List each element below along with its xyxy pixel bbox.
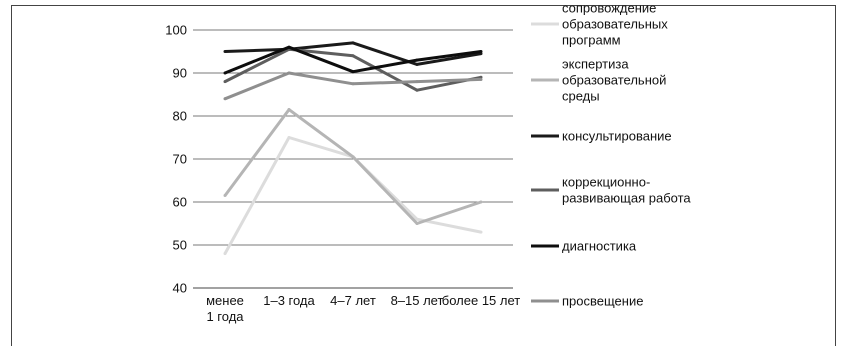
data-point [351,82,355,86]
data-point [415,217,419,221]
data-point [415,58,419,62]
data-point [479,77,483,81]
data-point [351,41,355,45]
data-point [223,71,227,75]
legend-label: развивающая работа [562,191,691,206]
legend-label: среды [562,89,600,104]
y-axis: 40 50 60 70 80 90 100 [165,23,187,296]
gridlines [193,29,513,289]
legend-label: программ [562,33,621,48]
x-tick-label: 4–7 лет [330,293,376,308]
legend-label: коррекционно- [562,175,650,190]
data-point [479,230,483,234]
y-tick-label: 70 [173,152,187,167]
data-point [479,200,483,204]
legend-entry-3: коррекционно-развивающая работа [531,175,691,206]
data-point [351,54,355,58]
data-point [287,108,291,112]
data-point [479,50,483,53]
data-point [223,80,227,84]
legend-label: диагностика [562,239,637,254]
data-point [415,80,419,84]
data-point [223,252,227,256]
data-point [415,222,419,225]
data-point [287,45,291,49]
legend-label: просвещение [562,294,643,309]
data-point [287,71,291,75]
x-tick-label: менее [206,293,244,308]
x-tick-label: 8–15 лет [391,293,444,308]
series-line-0 [223,136,482,255]
series-line-1 [223,108,482,225]
legend-label: образовательной [562,73,666,88]
legend-label: консультирование [562,129,672,144]
data-point [287,136,291,139]
legend-label: образовательных [562,17,668,32]
data-point [415,88,419,92]
data-point [351,155,355,159]
series-lines [223,41,483,256]
chart-frame [11,5,836,346]
legend-label: экспертиза [562,57,629,72]
y-tick-label: 40 [173,281,187,296]
legend-entry-4: диагностика [531,239,637,254]
legend-entry-2: консультирование [531,129,672,144]
data-point [351,70,355,74]
y-tick-label: 50 [173,238,187,253]
data-point [223,50,227,53]
x-tick-label: 1–3 года [263,293,315,308]
data-point [415,62,419,66]
y-tick-label: 80 [173,109,187,124]
y-tick-label: 60 [173,195,187,210]
legend-label: сопровождение [562,1,656,16]
data-point [223,194,227,198]
data-point [223,97,227,101]
x-tick-label: более 15 лет [442,293,521,308]
x-tick-label: 1 года [206,309,244,324]
y-tick-label: 90 [173,66,187,81]
legend-entry-5: просвещение [531,294,643,309]
y-tick-label: 100 [165,23,187,38]
